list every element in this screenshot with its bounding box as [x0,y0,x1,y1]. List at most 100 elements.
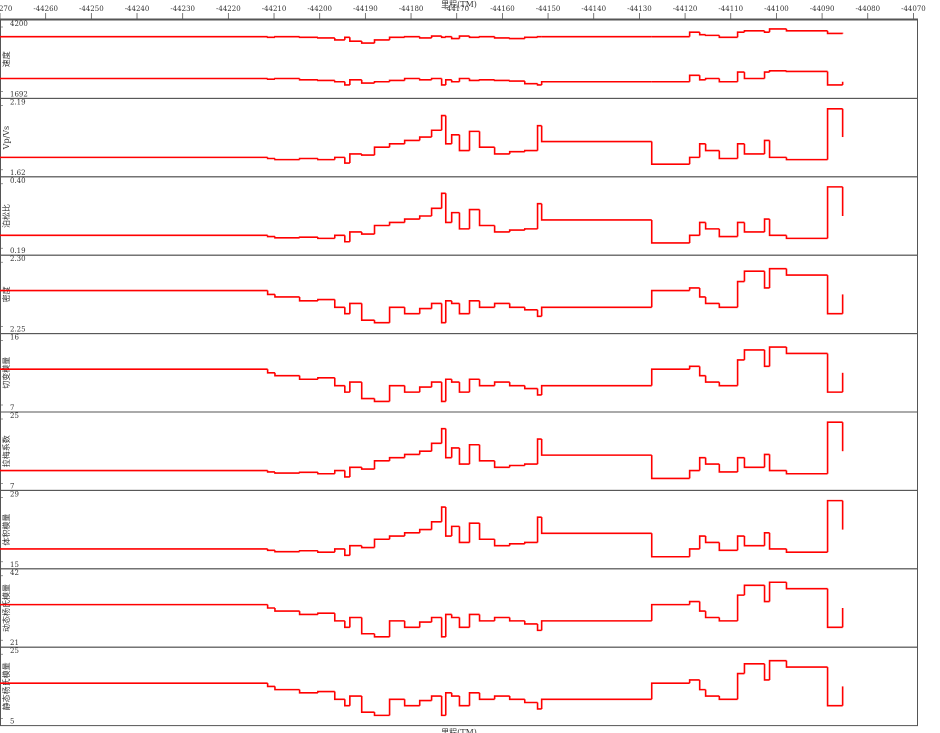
line-step [478,300,495,309]
line-step [298,375,318,381]
line-step [317,237,335,240]
line-step [403,453,420,458]
line-step [785,70,828,73]
x-tick-label: -44150 [536,5,561,13]
line-step [450,300,460,305]
line-step [388,79,405,82]
line-step [650,219,690,244]
y-axis-title: Vp/Vs [2,126,11,150]
line-step [536,124,542,151]
line-step [450,447,460,458]
y-axis-title: 体积模量 [1,514,11,546]
y-tick-label: 7 [10,404,14,412]
line-step [826,421,843,474]
line-step [650,533,690,558]
line-step [523,81,538,85]
line-step [440,382,446,403]
line-step [478,444,495,462]
line-step [523,228,538,231]
line-step [493,36,510,39]
line-step [333,691,345,701]
y-tick-label: 0.40 [10,177,26,185]
line-step [704,375,720,383]
line-step [430,616,442,623]
line-step [450,525,460,537]
line-step [403,385,420,393]
line-step [444,193,452,224]
line-step [763,532,770,546]
line-step [493,460,510,469]
line-step [768,219,787,237]
line-step [349,79,362,85]
line-step [403,77,420,81]
line-step [468,130,480,151]
line-step [536,516,542,543]
line-step [704,536,720,544]
y-tick-label: 42 [10,569,19,577]
line-step [698,32,706,36]
line-step [493,79,510,82]
line-step [298,471,318,474]
line-step [508,150,525,154]
x-tick-label: -44170 [444,5,469,13]
y-tick-label: 1.62 [10,169,26,177]
line-step [523,36,538,39]
line-step [440,696,446,717]
line-step [418,36,432,39]
line-step [468,443,480,465]
line-step [333,377,345,387]
line-step [508,37,525,40]
line-step [444,428,452,459]
line-step [698,75,706,81]
line-step [768,28,787,33]
line-step [536,438,542,465]
line-step [688,679,700,684]
line-step [698,221,706,236]
line-step [736,594,745,621]
line-step [493,302,510,308]
line-step [743,584,765,596]
line-step [298,236,318,238]
line-step [444,613,452,637]
line-step [650,289,690,308]
line-step [704,34,720,37]
line-step [478,692,495,701]
line-step [450,692,460,697]
line-step [333,37,345,41]
x-tick-label: -44260 [33,5,58,13]
y-tick-label: 4200 [10,20,28,28]
line-step [403,307,420,315]
line-step [493,616,510,621]
line-step [768,659,787,680]
line-step [349,381,362,393]
line-step [698,601,706,612]
line-step [523,149,538,152]
line-step [508,229,525,232]
line-step [763,663,770,681]
line-step [388,456,405,461]
line-step [743,30,765,33]
line-step [718,617,738,622]
line-step [763,453,770,468]
line-step [360,303,375,321]
line-step [333,469,345,474]
line-step [478,614,495,622]
line-step [298,611,318,616]
line-step [430,442,442,452]
line-step [743,270,765,282]
line-step [440,36,446,39]
line-step [360,79,375,84]
line-step [650,682,690,700]
line-step [698,456,706,471]
line-step [785,347,828,355]
line-step [698,679,706,691]
line-step [540,517,652,535]
line-step [478,79,495,81]
line-step [468,692,480,706]
line-step [493,695,510,700]
line-step [388,306,405,323]
line-step [540,698,652,709]
line-step [736,535,745,551]
